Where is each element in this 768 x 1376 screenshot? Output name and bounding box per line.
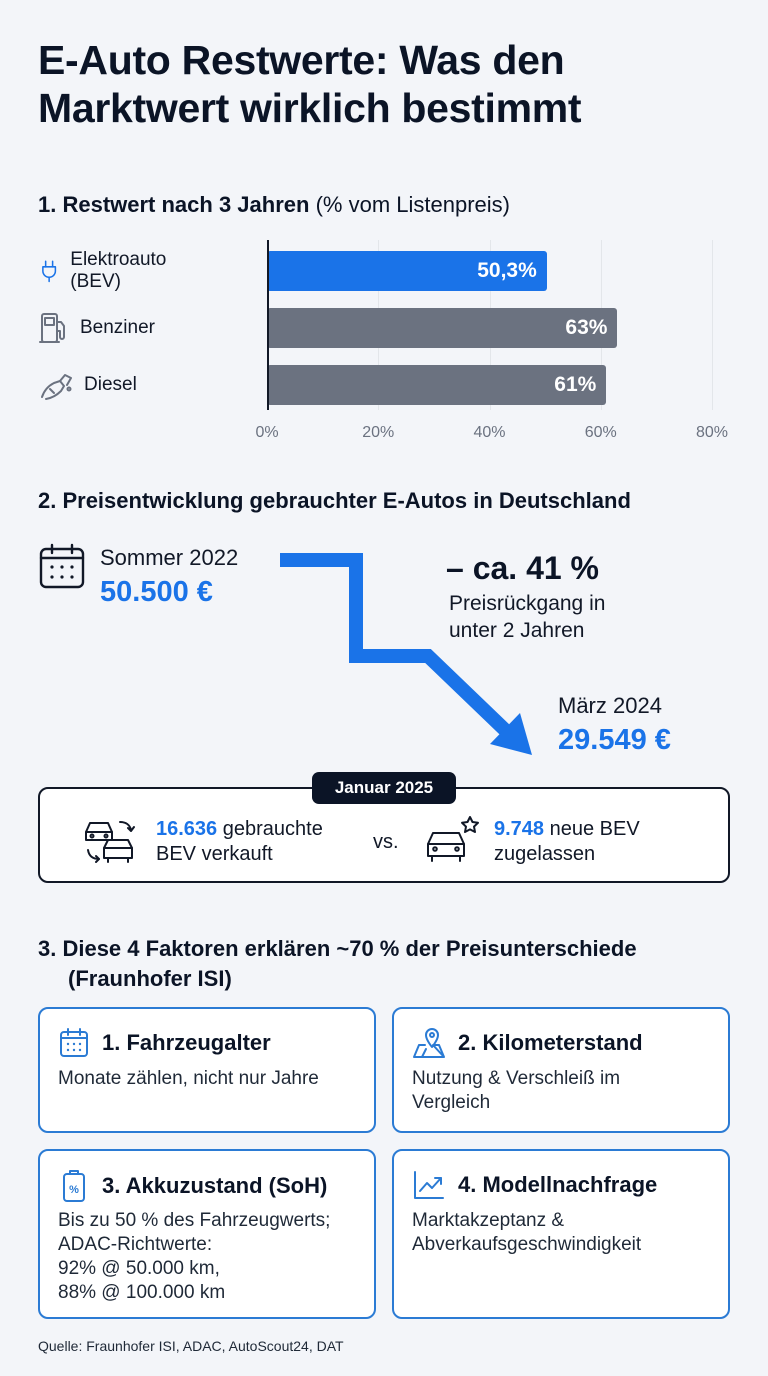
january-2025-label: Januar 2025 [312,772,456,804]
card-heading: 1. Fahrzeugalter [58,1027,271,1059]
x-tick-label: 20% [362,424,395,441]
category-bev: Elektroauto (BEV) [38,249,176,292]
drop-description-line: Preisrückgang in [449,592,606,615]
bar: 50,3% [267,251,547,291]
card-title: 4. Modellnachfrage [458,1172,658,1197]
used-cars-icon [85,821,135,863]
drop-percentage: – ca. 41 % [446,550,599,586]
card-text-line: Bis zu 50 % des Fahrzeugwerts; [58,1210,331,1231]
fuel-nozzle-icon [41,374,72,400]
card-text-line: Marktakzeptanz & [412,1210,565,1231]
category-label: Benziner [80,317,155,338]
section2-heading: 2. Preisentwicklung gebrauchter E-Autos … [38,488,631,513]
section3-heading: 3. Diese 4 Faktoren erklären ~70 % der P… [38,934,637,994]
card-text-line: 88% @ 100.000 km [58,1282,226,1303]
card-text-line: Vergleich [412,1092,491,1113]
section3-heading-line: (Fraunhofer ISI) [68,966,232,991]
svg-text:%: % [69,1184,79,1196]
bar-value-label: 63% [565,316,608,339]
versus-label: vs. [373,831,399,853]
card-text-line: Monate zählen, nicht nur Jahre [58,1068,319,1089]
calendar-icon [39,543,85,589]
fuel-pump-icon [39,313,65,343]
gridline [267,240,269,410]
x-tick-label: 80% [695,424,729,441]
card-text-line: ADAC-Richtwerte: [58,1234,213,1255]
card-text-line: Abverkaufsgeschwindigkeit [412,1234,642,1255]
calendar-icon [60,1028,88,1057]
card-title: 1. Fahrzeugalter [102,1030,271,1055]
used-bev-stat: 16.636 gebrauchte BEV verkauft [156,817,323,867]
factor-card-battery: % 3. Akkuzustand (SoH) Bis zu 50 % des F… [38,1149,376,1319]
new-bev-text: neue BEV [549,818,640,840]
section3-heading-line: 3. Diese 4 Faktoren erklären ~70 % der P… [38,936,637,961]
card-heading: % 3. Akkuzustand (SoH) [58,1169,327,1203]
card-heading: 2. Kilometerstand [412,1027,643,1059]
new-car-icon [427,816,479,862]
used-bev-text: gebrauchte [222,818,323,840]
drop-description-line: unter 2 Jahren [449,619,585,642]
source-note: Quelle: Fraunhofer ISI, ADAC, AutoScout2… [38,1338,344,1354]
used-bev-text: BEV verkauft [156,843,273,865]
category-benzin: Benziner [38,308,155,348]
end-label: März 2024 [558,693,662,718]
card-text-line: 92% @ 50.000 km, [58,1258,220,1279]
factor-card-age: 1. Fahrzeugalter Monate zählen, nicht nu… [38,1007,376,1133]
card-text: Monate zählen, nicht nur Jahre [58,1067,319,1091]
new-bev-text: zugelassen [494,843,596,865]
factor-card-mileage: 2. Kilometerstand Nutzung & Verschleiß i… [392,1007,730,1133]
category-label: Diesel [84,374,137,395]
gridline [712,240,713,410]
card-text: Marktakzeptanz & Abverkaufsgeschwindigke… [412,1209,641,1257]
page-title: E-Auto Restwerte: Was den Marktwert wirk… [38,37,582,131]
used-bev-number: 16.636 [156,818,218,840]
drop-description: Preisrückgang in unter 2 Jahren [449,590,605,644]
factor-card-demand: 4. Modellnachfrage Marktakzeptanz & Abve… [392,1149,730,1319]
plug-icon [42,260,57,283]
trend-chart-icon [414,1171,444,1199]
card-heading: 4. Modellnachfrage [412,1169,657,1201]
category-label: Elektroauto (BEV) [70,249,167,292]
x-tick-label: 40% [473,424,506,441]
section1-heading-bold: 1. Restwert nach 3 Jahren [38,192,310,217]
map-pin-icon [413,1028,445,1058]
end-price: 29.549 € [558,724,671,756]
price-drop-arrow [280,553,532,755]
card-text: Bis zu 50 % des Fahrzeugwerts; ADAC-Rich… [58,1209,330,1305]
card-text: Nutzung & Verschleiß im Vergleich [412,1067,620,1115]
x-tick-label: 0% [255,424,279,441]
card-title: 3. Akkuzustand (SoH) [102,1173,328,1198]
bar-value-label: 50,3% [477,259,537,282]
new-bev-stat: 9.748 neue BEV zugelassen [494,817,640,867]
section1-heading-light: (% vom Listenpreis) [315,192,510,217]
battery-percent-icon: % [63,1170,85,1202]
bar: 61% [267,365,607,405]
card-title: 2. Kilometerstand [458,1030,643,1055]
start-price: 50.500 € [100,576,213,608]
x-tick-label: 60% [584,424,617,441]
card-text-line: Nutzung & Verschleiß im [412,1068,621,1089]
new-bev-number: 9.748 [494,818,545,840]
bar: 63% [267,308,618,348]
category-diesel: Diesel [38,365,137,405]
section1-heading: 1. Restwert nach 3 Jahren (% vom Listenp… [38,192,510,218]
start-label: Sommer 2022 [100,545,239,570]
bar-value-label: 61% [554,373,597,396]
